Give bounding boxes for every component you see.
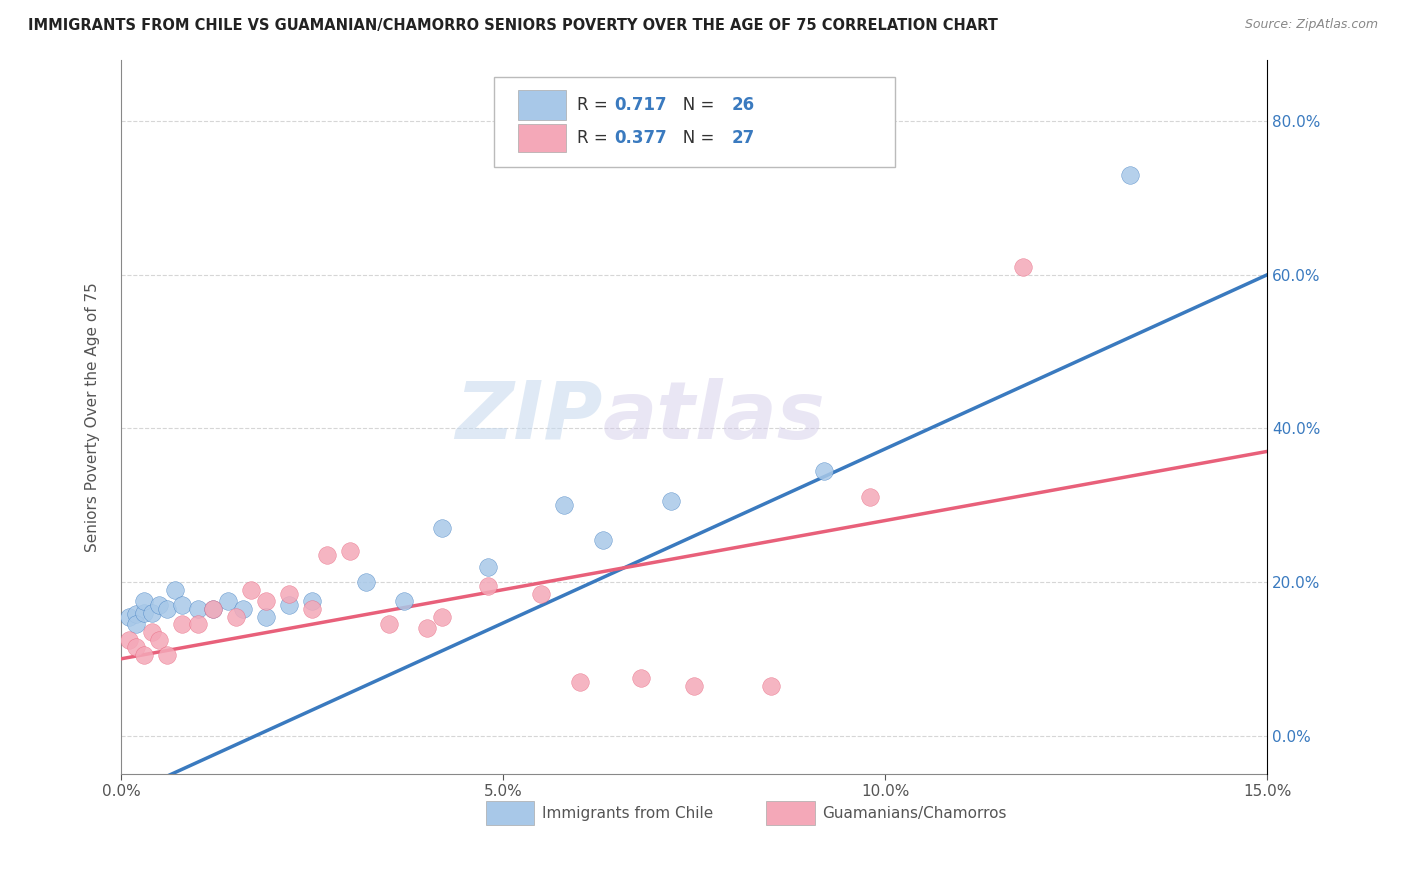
Point bbox=[141, 606, 163, 620]
Text: 26: 26 bbox=[733, 95, 755, 113]
Point bbox=[132, 648, 155, 662]
FancyBboxPatch shape bbox=[766, 801, 814, 825]
Point bbox=[201, 602, 224, 616]
Point bbox=[118, 609, 141, 624]
Text: Guamanians/Chamorros: Guamanians/Chamorros bbox=[823, 805, 1007, 821]
FancyBboxPatch shape bbox=[485, 801, 534, 825]
Point bbox=[630, 671, 652, 685]
FancyBboxPatch shape bbox=[517, 89, 565, 120]
Point bbox=[156, 648, 179, 662]
FancyBboxPatch shape bbox=[517, 124, 565, 152]
Point bbox=[1011, 260, 1033, 274]
Point bbox=[187, 617, 209, 632]
Point bbox=[141, 624, 163, 639]
FancyBboxPatch shape bbox=[494, 78, 894, 167]
Point bbox=[225, 609, 247, 624]
Text: atlas: atlas bbox=[603, 378, 825, 456]
Point bbox=[659, 494, 682, 508]
Point bbox=[354, 574, 377, 589]
Text: 0.717: 0.717 bbox=[614, 95, 666, 113]
Text: Source: ZipAtlas.com: Source: ZipAtlas.com bbox=[1244, 18, 1378, 31]
Text: 0.377: 0.377 bbox=[614, 129, 666, 147]
Point bbox=[201, 602, 224, 616]
Point bbox=[592, 533, 614, 547]
Text: N =: N = bbox=[666, 95, 720, 113]
Point bbox=[301, 594, 323, 608]
Point bbox=[377, 617, 399, 632]
Point bbox=[316, 548, 339, 562]
Text: N =: N = bbox=[666, 129, 720, 147]
Point bbox=[759, 679, 782, 693]
Point bbox=[125, 607, 148, 622]
Point bbox=[530, 586, 553, 600]
Point bbox=[187, 602, 209, 616]
Point bbox=[232, 602, 254, 616]
Text: ZIP: ZIP bbox=[456, 378, 603, 456]
Point bbox=[172, 617, 194, 632]
Point bbox=[416, 621, 439, 635]
Point bbox=[430, 609, 453, 624]
Point bbox=[240, 582, 263, 597]
Point bbox=[163, 582, 186, 597]
Text: Immigrants from Chile: Immigrants from Chile bbox=[541, 805, 713, 821]
Point bbox=[859, 491, 882, 505]
Point bbox=[553, 498, 575, 512]
Text: 27: 27 bbox=[733, 129, 755, 147]
Point bbox=[430, 521, 453, 535]
Point bbox=[125, 617, 148, 632]
Point bbox=[132, 606, 155, 620]
Point bbox=[254, 594, 277, 608]
Point bbox=[1119, 168, 1142, 182]
Point bbox=[217, 594, 239, 608]
Point bbox=[339, 544, 361, 558]
Point bbox=[301, 602, 323, 616]
Point bbox=[477, 579, 499, 593]
Point bbox=[278, 586, 301, 600]
Point bbox=[132, 594, 155, 608]
Y-axis label: Seniors Poverty Over the Age of 75: Seniors Poverty Over the Age of 75 bbox=[86, 282, 100, 551]
Point bbox=[172, 598, 194, 612]
Point bbox=[278, 598, 301, 612]
Point bbox=[118, 632, 141, 647]
Text: R =: R = bbox=[578, 95, 613, 113]
Text: R =: R = bbox=[578, 129, 613, 147]
Point bbox=[683, 679, 706, 693]
Point bbox=[148, 598, 170, 612]
Point bbox=[254, 609, 277, 624]
Point bbox=[477, 559, 499, 574]
Point bbox=[156, 602, 179, 616]
Text: IMMIGRANTS FROM CHILE VS GUAMANIAN/CHAMORRO SENIORS POVERTY OVER THE AGE OF 75 C: IMMIGRANTS FROM CHILE VS GUAMANIAN/CHAMO… bbox=[28, 18, 998, 33]
Point bbox=[813, 464, 835, 478]
Point bbox=[125, 640, 148, 655]
Point bbox=[148, 632, 170, 647]
Point bbox=[568, 674, 591, 689]
Point bbox=[392, 594, 415, 608]
